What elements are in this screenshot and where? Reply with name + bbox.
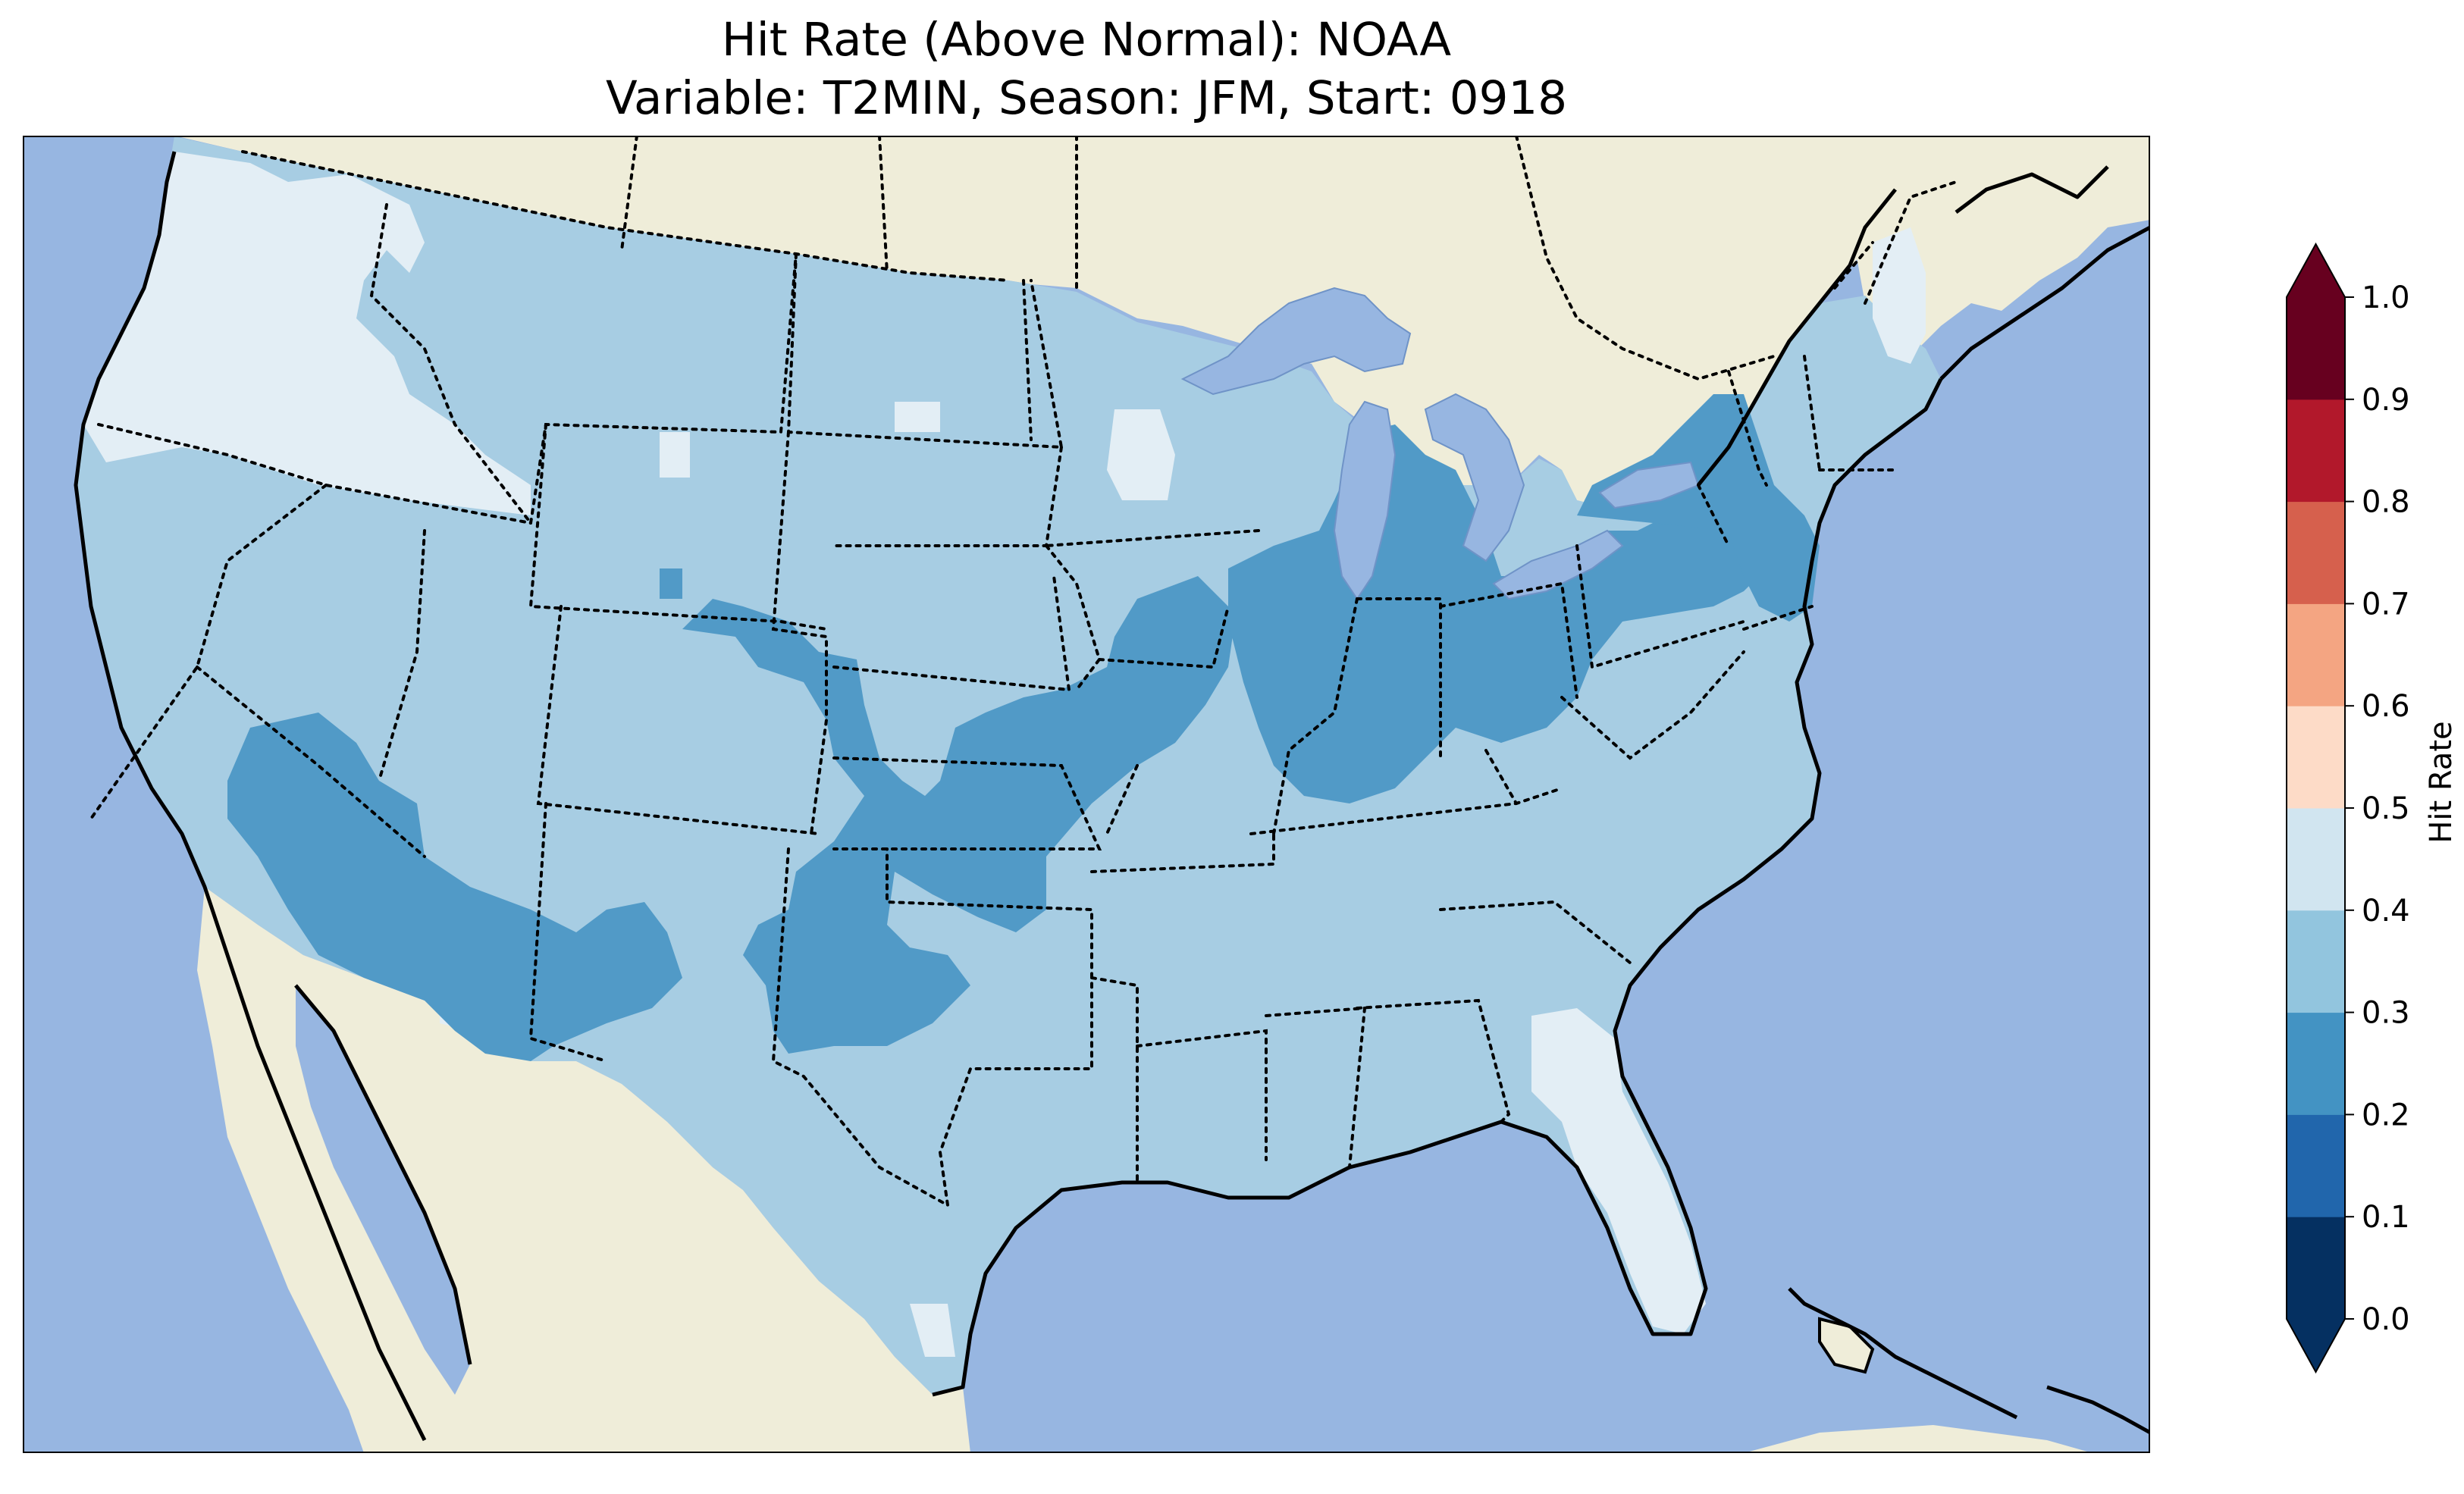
great-lakes [1180,287,1700,600]
colorbar-tick-label: 0.8 [2362,485,2410,520]
colorbar-tick-label: 0.4 [2362,894,2410,929]
colorbar-segment [2287,808,2345,911]
colorbar-tick-label: 0.6 [2362,689,2410,724]
lake-superior [1180,287,1412,396]
colorbar-segment [2287,1012,2345,1115]
colorbar-label: Hit Rate [2424,721,2459,843]
coastlines [74,151,2150,1442]
lake-michigan [1333,400,1397,600]
colorbar-tick-label: 0.1 [2362,1200,2410,1235]
colorbar-extend-min [2287,1319,2345,1372]
colorbar-tick-label: 0.7 [2362,587,2410,622]
state-borders [89,136,1958,1208]
colorbar-extend-max [2287,244,2345,297]
mexico-land [197,887,970,1453]
colorbar-tick-label: 0.0 [2362,1302,2410,1337]
map-panel [23,136,2150,1453]
colorbar-tick-label: 1.0 [2362,280,2410,315]
colorbar-segment [2287,910,2345,1013]
colorbar-segment [2287,603,2345,706]
colorbar-segment [2287,1217,2345,1320]
gulf-of-california [296,985,470,1395]
colorbar-tick-label: 0.9 [2362,383,2410,418]
chart-title-line1: Hit Rate (Above Normal): NOAA [722,13,1451,67]
colorbar-tick-label: 0.5 [2362,791,2410,826]
lake-huron [1424,393,1525,562]
colorbar-tick-label: 0.3 [2362,996,2410,1031]
colorbar-segment [2287,706,2345,809]
colorbar-tick-label: 0.2 [2362,1098,2410,1132]
bin-0-4-to-0-5 [83,152,1926,1357]
colorbar-segment [2287,501,2345,604]
colorbar-segment [2287,399,2345,503]
colorbar-segment [2287,1114,2345,1217]
lake-erie [1492,529,1624,600]
chart-title-line2: Variable: T2MIN, Season: JFM, Start: 091… [606,71,1567,125]
canada-land [174,136,1895,584]
colorbar-segment [2287,297,2345,400]
colorbar: 0.0 0.1 0.2 0.3 0.4 0.5 0.6 0.7 0.8 0.9 1.0 [2286,242,2410,1374]
caribbean-land [1744,1425,2093,1453]
